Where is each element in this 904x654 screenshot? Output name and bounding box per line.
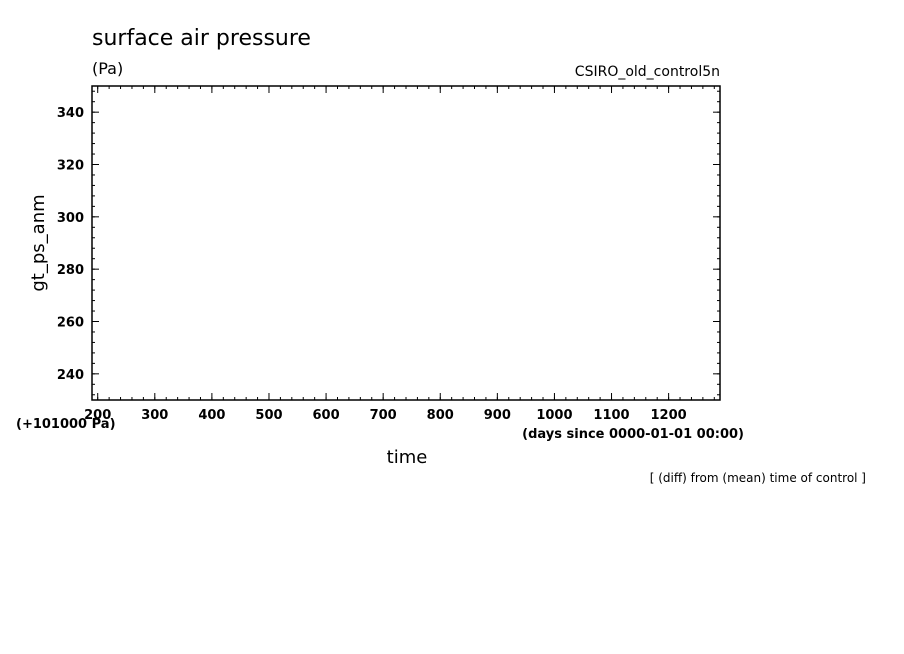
x-tick-label: 500 — [255, 408, 282, 423]
unit-label: (Pa) — [92, 59, 123, 78]
x-tick-labels: 200 300 400 500 600 700 800 900 1000 1100 1200 — [84, 408, 687, 423]
x-units-label: (days since 0000-01-01 00:00) — [522, 427, 744, 442]
x-axis-label: time — [387, 447, 428, 468]
axis-ticks — [92, 86, 720, 400]
x-tick-label: 400 — [198, 408, 225, 423]
x-tick-label: 1100 — [593, 408, 629, 423]
y-offset-label: (+101000 Pa) — [16, 417, 116, 432]
run-label: CSIRO_old_control5n — [575, 64, 720, 80]
y-axis-label: gt_ps_anm — [28, 194, 49, 291]
y-tick-label: 300 — [57, 211, 84, 226]
plot-frame — [91, 85, 721, 401]
y-tick-label: 240 — [57, 368, 84, 383]
x-tick-label: 600 — [313, 408, 340, 423]
x-tick-label: 1200 — [651, 408, 687, 423]
chart-title: surface air pressure — [92, 26, 311, 51]
x-tick-label: 700 — [370, 408, 397, 423]
x-tick-label: 300 — [141, 408, 168, 423]
x-tick-label: 900 — [484, 408, 511, 423]
y-tick-label: 280 — [57, 263, 84, 278]
x-tick-label: 1000 — [536, 408, 572, 423]
footnote: [ (diff) from (mean) time of control ] — [650, 471, 866, 485]
y-tick-labels: 240 260 280 300 320 340 — [57, 106, 84, 383]
x-tick-label: 800 — [427, 408, 454, 423]
y-tick-label: 320 — [57, 159, 84, 174]
x-tick-label: 200 — [84, 408, 111, 423]
y-tick-label: 340 — [57, 106, 84, 121]
y-tick-label: 260 — [57, 316, 84, 331]
